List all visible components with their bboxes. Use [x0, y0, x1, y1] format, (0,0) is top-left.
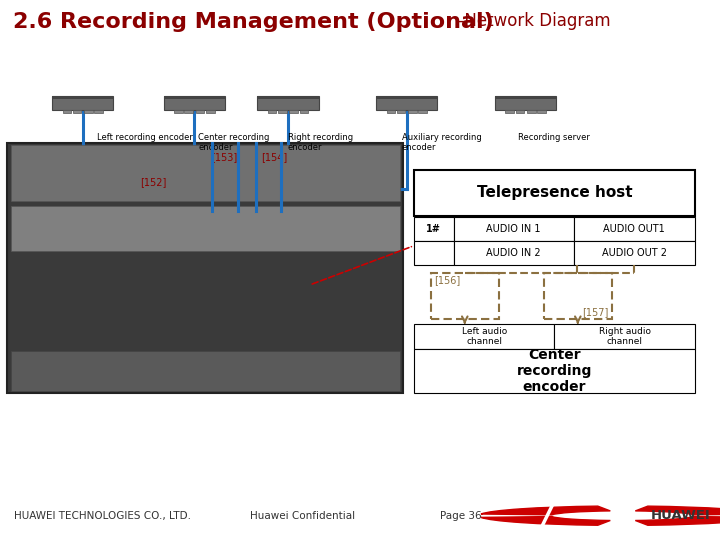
Text: 2.6 Recording Management (Optional): 2.6 Recording Management (Optional) [13, 12, 494, 32]
Bar [574, 241, 695, 265]
Text: Center recording
encoder: Center recording encoder [198, 133, 269, 152]
Bar [495, 96, 556, 99]
Bar [268, 110, 276, 112]
Bar [414, 217, 454, 241]
Bar [495, 96, 556, 110]
Bar [84, 110, 93, 112]
Bar [376, 96, 438, 99]
Bar [376, 96, 438, 110]
Bar [53, 96, 114, 99]
Text: Auxiliary recording
encoder: Auxiliary recording encoder [402, 133, 482, 152]
Text: Right audio
channel: Right audio channel [598, 327, 651, 346]
Bar [184, 110, 193, 112]
Text: Center
recording
encoder: Center recording encoder [517, 348, 592, 394]
Wedge shape [635, 506, 720, 515]
Text: Left recording encoder: Left recording encoder [97, 133, 193, 141]
Text: [157]: [157] [582, 307, 608, 317]
Text: Right recording
encoder: Right recording encoder [288, 133, 353, 152]
Bar [289, 110, 298, 112]
Bar [174, 110, 183, 112]
Text: Recording server: Recording server [518, 133, 590, 141]
Bar [278, 110, 287, 112]
Bar [414, 170, 695, 216]
Bar [505, 110, 514, 112]
Bar [258, 96, 319, 110]
Text: 1#: 1# [426, 224, 441, 234]
Bar [537, 110, 546, 112]
Bar [544, 273, 612, 320]
Bar [7, 143, 403, 393]
Bar [73, 110, 81, 112]
Bar [527, 110, 536, 112]
Text: [153]: [153] [211, 152, 237, 162]
Bar [11, 206, 400, 251]
Bar [397, 110, 405, 112]
Text: AUDIO IN 2: AUDIO IN 2 [487, 248, 541, 258]
Text: AUDIO OUT1: AUDIO OUT1 [603, 224, 665, 234]
Bar [414, 241, 454, 265]
Text: HUAWEI TECHNOLOGIES CO., LTD.: HUAWEI TECHNOLOGIES CO., LTD. [14, 511, 192, 521]
Bar [300, 110, 308, 112]
Bar [11, 352, 400, 390]
Bar [554, 325, 695, 349]
Bar [418, 110, 427, 112]
Wedge shape [481, 506, 611, 515]
Bar [258, 96, 319, 99]
Text: AUDIO IN 1: AUDIO IN 1 [487, 224, 541, 234]
Wedge shape [481, 517, 611, 525]
Text: Huawei Confidential: Huawei Confidential [250, 511, 355, 521]
Bar [431, 273, 499, 320]
Bar [387, 110, 395, 112]
Bar [516, 110, 524, 112]
Wedge shape [635, 517, 720, 525]
Text: Page 36: Page 36 [440, 511, 482, 521]
Text: AUDIO OUT 2: AUDIO OUT 2 [602, 248, 667, 258]
Text: [155]: [155] [414, 177, 441, 187]
Bar [206, 110, 215, 112]
Bar [454, 241, 574, 265]
Bar [164, 96, 225, 99]
Text: [156]: [156] [434, 275, 460, 285]
Bar [53, 96, 114, 110]
Bar [414, 349, 695, 393]
Bar [11, 145, 400, 201]
Bar [408, 110, 417, 112]
Text: –Network Diagram: –Network Diagram [456, 12, 611, 30]
Text: [154]: [154] [261, 152, 287, 162]
Bar [196, 110, 204, 112]
Bar [414, 325, 554, 349]
Text: Left audio
channel: Left audio channel [462, 327, 507, 346]
Bar [454, 217, 574, 241]
Text: Telepresence host: Telepresence host [477, 185, 632, 200]
Bar [63, 110, 71, 112]
Bar [574, 217, 695, 241]
Text: HUAWEI: HUAWEI [651, 509, 710, 522]
Text: [152]: [152] [140, 177, 167, 187]
Bar [94, 110, 103, 112]
Bar [164, 96, 225, 110]
